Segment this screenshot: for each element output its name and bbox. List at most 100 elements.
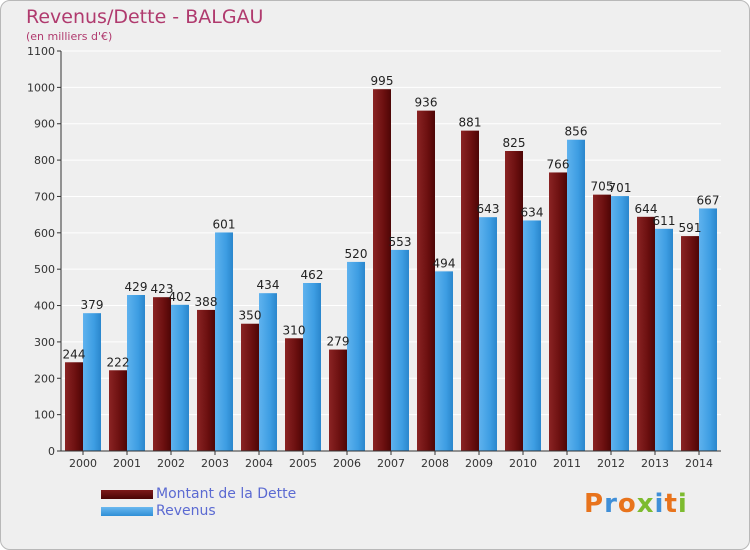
logo-letter: t — [664, 489, 678, 519]
bar-revenue — [479, 217, 497, 451]
data-label: 310 — [283, 323, 306, 337]
bar-debt — [65, 362, 83, 451]
bar-revenue — [303, 283, 321, 451]
y-tick-label: 0 — [48, 445, 55, 458]
bar-debt — [329, 349, 347, 451]
bar-debt — [197, 309, 215, 451]
legend-swatch-debt — [101, 490, 153, 499]
bar-revenue — [699, 208, 717, 451]
data-label: 601 — [213, 217, 236, 231]
bar-debt — [109, 370, 127, 451]
x-tick-label: 2013 — [641, 457, 669, 470]
bar-debt — [593, 194, 611, 452]
logo-letter: r — [604, 489, 618, 519]
bars — [65, 89, 717, 452]
logo-letter: P — [584, 489, 605, 519]
legend-swatch-revenue — [101, 507, 153, 516]
data-label: 553 — [389, 235, 412, 249]
data-label: 388 — [195, 295, 218, 309]
chart-subtitle: (en milliers d'€) — [26, 30, 113, 43]
y-tick-label: 1000 — [27, 81, 55, 94]
bar-revenue — [83, 313, 101, 451]
x-tick-label: 2011 — [553, 457, 581, 470]
y-tick-label: 600 — [34, 227, 55, 240]
y-tick-label: 100 — [34, 409, 55, 422]
data-label: 350 — [239, 309, 262, 323]
x-tick-label: 2003 — [201, 457, 229, 470]
bar-debt — [505, 151, 523, 451]
axes: 0 100 200 300 400 500 600 700 800 900 1000 1100 2000… — [27, 45, 721, 470]
data-label: 936 — [415, 96, 438, 110]
bar-revenue — [567, 139, 585, 451]
bar-revenue — [127, 295, 145, 451]
data-label: 881 — [459, 116, 482, 130]
legend-label-revenue: Revenus — [156, 503, 216, 519]
data-label: 995 — [371, 74, 394, 88]
data-label: 244 — [63, 347, 86, 361]
logo-letter: i — [677, 489, 688, 519]
data-label: 825 — [503, 136, 526, 150]
bar-revenue — [215, 232, 233, 451]
x-tick-label: 2010 — [509, 457, 537, 470]
x-tick-label: 2004 — [245, 457, 273, 470]
bar-debt — [153, 297, 171, 451]
data-label: 701 — [609, 181, 632, 195]
bar-debt — [373, 89, 391, 451]
bar-debt — [637, 216, 655, 451]
bar-debt — [681, 236, 699, 451]
data-label: 766 — [547, 157, 570, 171]
x-tick-label: 2005 — [289, 457, 317, 470]
logo-letter: x — [636, 489, 655, 519]
data-label: 434 — [257, 278, 280, 292]
y-tick-label: 200 — [34, 372, 55, 385]
data-label: 494 — [433, 256, 456, 270]
data-label: 222 — [107, 355, 130, 369]
y-tick-label: 300 — [34, 336, 55, 349]
x-tick-label: 2008 — [421, 457, 449, 470]
data-label: 402 — [169, 290, 192, 304]
x-tick-label: 2009 — [465, 457, 493, 470]
data-label: 462 — [301, 268, 324, 282]
data-label: 429 — [125, 280, 148, 294]
y-tick-label: 1100 — [27, 45, 55, 58]
logo-letter: i — [654, 489, 665, 519]
bar-debt — [241, 323, 259, 451]
x-tick-label: 2001 — [113, 457, 141, 470]
chart-title: Revenus/Dette - BALGAU — [26, 6, 264, 28]
bar-revenue — [523, 220, 541, 451]
bar-revenue — [435, 271, 453, 451]
bar-revenue — [391, 249, 409, 451]
data-label: 279 — [327, 335, 350, 349]
x-tick-label: 2014 — [685, 457, 713, 470]
bar-debt — [417, 110, 435, 452]
bar-debt — [285, 338, 303, 451]
y-tick-label: 800 — [34, 154, 55, 167]
bar-revenue — [259, 293, 277, 451]
x-tick-label: 2000 — [69, 457, 97, 470]
data-label: 520 — [345, 247, 368, 261]
bar-debt — [461, 130, 479, 452]
data-label: 634 — [521, 205, 544, 219]
y-tick-label: 400 — [34, 300, 55, 313]
data-label: 591 — [679, 221, 702, 235]
bar-revenue — [347, 261, 365, 451]
y-tick-label: 700 — [34, 190, 55, 203]
x-tick-label: 2006 — [333, 457, 361, 470]
legend-label-debt: Montant de la Dette — [156, 486, 297, 502]
data-label: 611 — [653, 214, 676, 228]
x-tick-label: 2007 — [377, 457, 405, 470]
data-label: 667 — [697, 193, 720, 207]
proxiti-logo: Proxiti — [584, 489, 688, 519]
bar-revenue — [611, 196, 629, 451]
x-tick-label: 2012 — [597, 457, 625, 470]
data-label: 856 — [565, 125, 588, 139]
data-label: 644 — [635, 202, 658, 216]
logo-letter: o — [617, 489, 637, 519]
data-label: 379 — [81, 298, 104, 312]
data-label: 423 — [151, 282, 174, 296]
x-tick-label: 2002 — [157, 457, 185, 470]
y-tick-label: 900 — [34, 118, 55, 131]
bar-revenue — [171, 304, 189, 451]
